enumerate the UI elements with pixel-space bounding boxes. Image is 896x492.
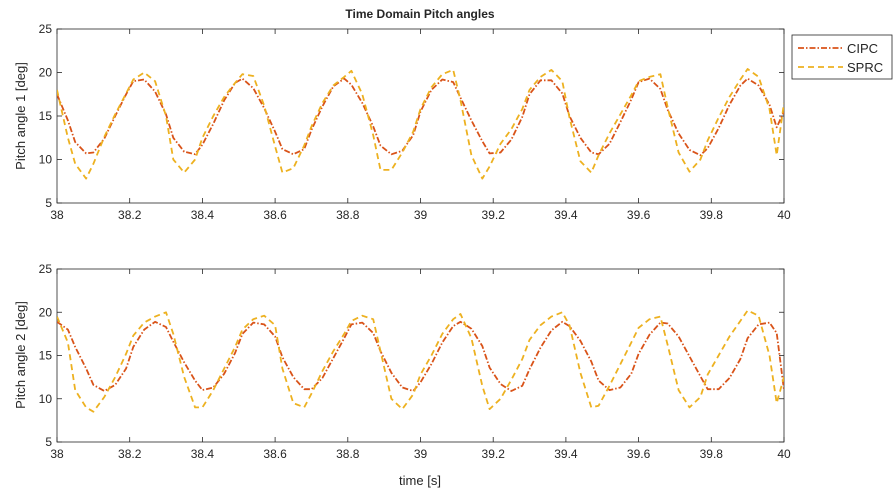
chart-title: Time Domain Pitch angles	[345, 7, 494, 21]
x-tick-label: 38	[50, 208, 64, 222]
x-tick-label: 40	[777, 208, 791, 222]
y-tick-label: 5	[45, 196, 52, 210]
legend-label-sprc: SPRC	[847, 60, 883, 75]
y-tick-label: 25	[39, 22, 53, 36]
y-ticks-1: 5 10 15 20 25	[39, 22, 784, 210]
y-tick-label: 25	[39, 262, 53, 276]
x-tick-label: 39.8	[700, 208, 724, 222]
y-tick-label: 20	[39, 305, 53, 319]
x-tick-label: 38.6	[263, 447, 287, 461]
y-tick-label: 5	[45, 435, 52, 449]
x-tick-label: 39.4	[554, 447, 578, 461]
x-tick-label: 39.4	[554, 208, 578, 222]
x-tick-label: 39.2	[482, 208, 506, 222]
plot-area-1	[56, 28, 785, 204]
x-tick-label: 38.4	[191, 208, 215, 222]
x-tick-label: 39.2	[482, 447, 506, 461]
legend-label-cipc: CIPC	[847, 41, 878, 56]
x-axis-label: time [s]	[399, 473, 441, 488]
legend-box	[791, 34, 893, 80]
y-tick-label: 10	[39, 153, 53, 167]
series-lines-2	[57, 309, 784, 413]
x-tick-label: 39.6	[627, 447, 651, 461]
y-tick-label: 15	[39, 109, 53, 123]
legend: CIPC SPRC	[791, 34, 893, 80]
x-tick-label: 40	[777, 447, 791, 461]
x-tick-label: 38.4	[191, 447, 215, 461]
x-tick-label: 39	[414, 208, 428, 222]
x-ticks-2: 38 38.2 38.4 38.6 38.8 39 39.2 39.4 39.6 39.8 40	[50, 269, 791, 461]
series-lines-1	[57, 68, 784, 180]
y-axis-label-2: Pitch angle 2 [deg]	[13, 301, 28, 409]
x-tick-label: 38.2	[118, 447, 142, 461]
y-tick-label: 20	[39, 66, 53, 80]
x-tick-label: 38.8	[336, 447, 360, 461]
x-tick-label: 39	[414, 447, 428, 461]
plot-area-2	[56, 268, 785, 443]
series-line-sprc	[57, 68, 784, 180]
x-tick-label: 38	[50, 447, 64, 461]
subplot-pitch-angle-1: 38 38.2 38.4 38.6 38.8 39 39.2 39.4 39.6 39.8 40 5…	[13, 22, 791, 222]
subplot-pitch-angle-2: 38 38.2 38.4 38.6 38.8 39 39.2 39.4 39.6 39.8 40 5…	[13, 262, 791, 488]
x-tick-label: 38.8	[336, 208, 360, 222]
x-tick-label: 39.8	[700, 447, 724, 461]
x-tick-label: 39.6	[627, 208, 651, 222]
y-axis-label-1: Pitch angle 1 [deg]	[13, 62, 28, 170]
x-tick-label: 38.2	[118, 208, 142, 222]
y-ticks-2: 5 10 15 20 25	[39, 262, 784, 449]
y-tick-label: 15	[39, 349, 53, 363]
x-ticks-1: 38 38.2 38.4 38.6 38.8 39 39.2 39.4 39.6 39.8 40	[50, 29, 791, 222]
y-tick-label: 10	[39, 392, 53, 406]
x-tick-label: 38.6	[263, 208, 287, 222]
series-line-sprc	[57, 309, 784, 413]
